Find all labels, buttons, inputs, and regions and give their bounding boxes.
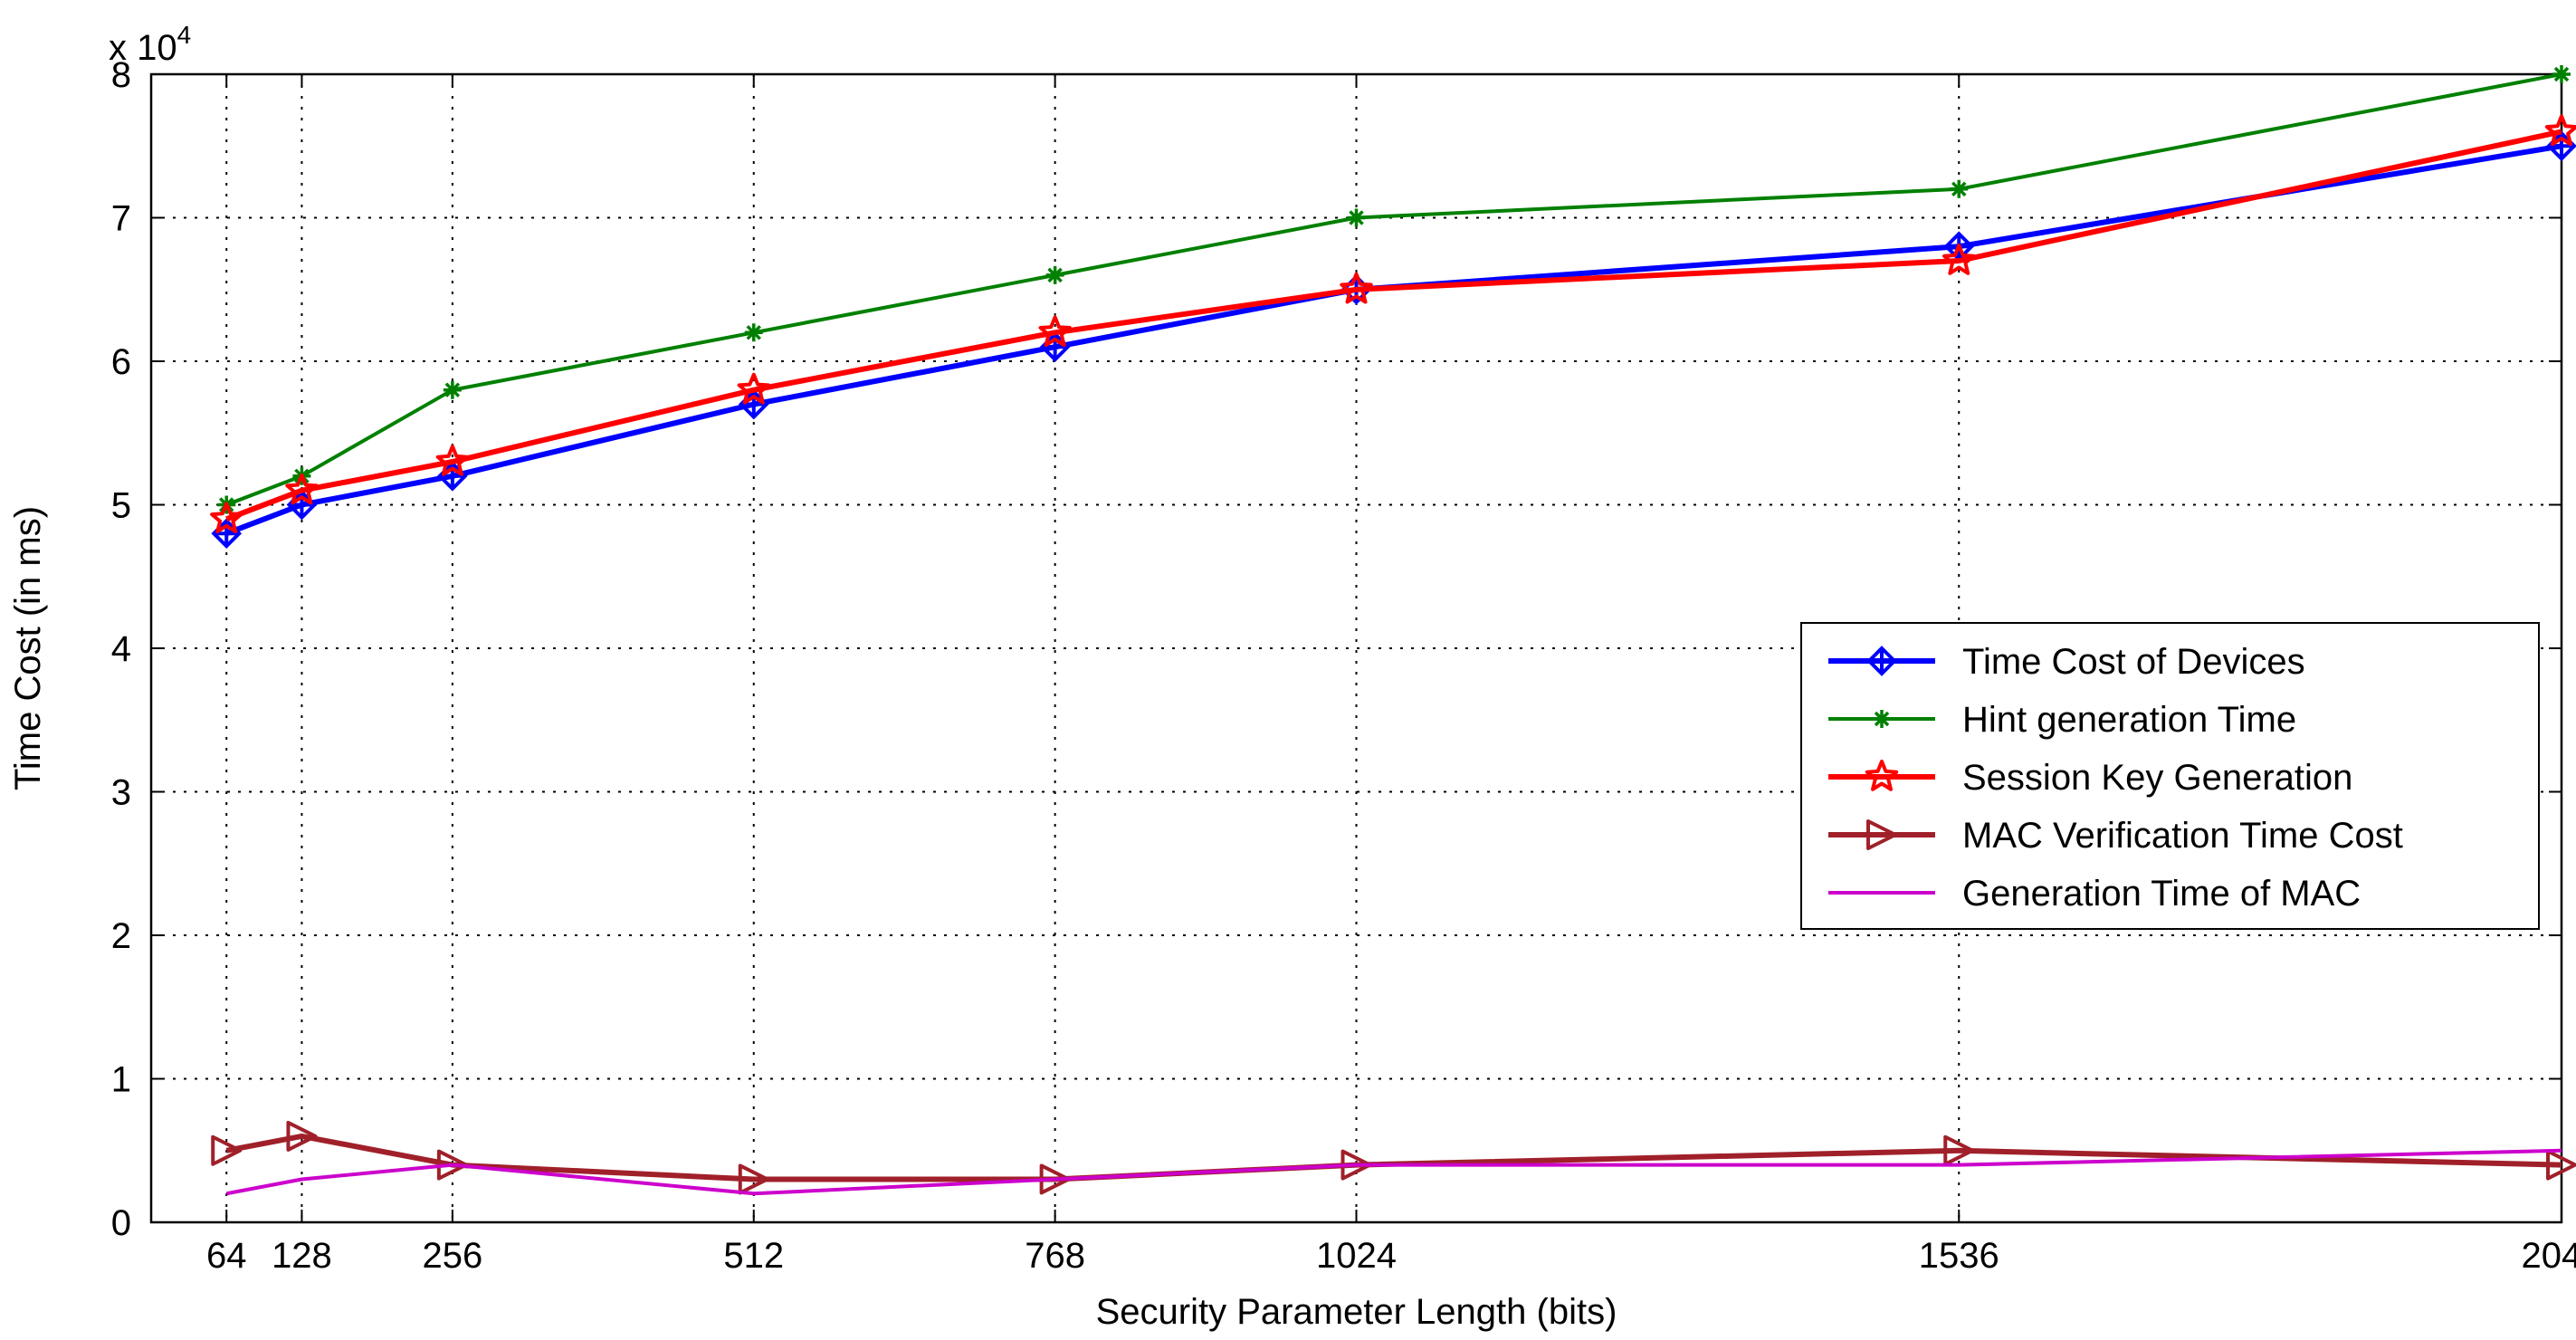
data-point [1866, 819, 1897, 850]
data-point [1873, 710, 1891, 728]
data-point [1347, 208, 1366, 227]
y-axis-multiplier: x 104 [109, 21, 191, 68]
data-point [286, 1120, 318, 1152]
legend-entry: Generation Time of MAC [1828, 874, 2361, 914]
y-tick-label: 8 [111, 55, 131, 95]
data-point [738, 1163, 769, 1195]
data-point [1045, 265, 1064, 284]
data-point [1038, 315, 1072, 348]
y-axis-label: Time Cost (in ms) [8, 506, 48, 790]
y-tick-label: 5 [111, 486, 131, 526]
x-tick-label: 512 [723, 1236, 784, 1276]
legend-label: MAC Verification Time Cost [1962, 816, 2403, 856]
x-tick-label: 1024 [1316, 1236, 1397, 1276]
x-tick-label: 768 [1025, 1236, 1085, 1276]
legend-entry: Time Cost of Devices [1828, 642, 2305, 682]
series-group [210, 65, 2576, 1196]
data-point [1943, 1134, 1975, 1166]
x-tick-label: 128 [272, 1236, 332, 1276]
legend-entry: Hint generation Time [1828, 700, 2296, 740]
legend: Time Cost of Devices Hint generation Time… [1800, 622, 2540, 930]
legend-entry: MAC Verification Time Cost [1828, 816, 2403, 856]
data-point [1950, 179, 1969, 198]
data-point [1340, 272, 1373, 304]
data-point [2546, 1149, 2576, 1181]
y-tick-label: 0 [111, 1203, 131, 1243]
series-line [225, 72, 2562, 507]
data-point [744, 323, 763, 342]
data-point [211, 1134, 243, 1166]
x-axis-label: Security Parameter Length (bits) [1096, 1292, 1617, 1332]
y-tick-label: 2 [111, 916, 131, 956]
y-tick-label: 3 [111, 773, 131, 813]
data-point [2544, 114, 2576, 147]
data-point [1942, 244, 1976, 275]
series-line [225, 1148, 2562, 1196]
data-point [210, 502, 243, 534]
x-tick-label: 64 [206, 1236, 247, 1276]
data-point [443, 380, 462, 399]
legend-label: Generation Time of MAC [1962, 874, 2361, 914]
x-tick-label: 2048 [2522, 1236, 2576, 1276]
data-point [2552, 65, 2571, 83]
legend-label: Session Key Generation [1962, 758, 2352, 798]
series-line [225, 143, 2562, 537]
y-tick-label: 1 [111, 1060, 131, 1100]
data-point [1866, 646, 1897, 676]
legend-entry: Session Key Generation [1828, 758, 2352, 798]
series-5 [225, 1148, 2562, 1196]
series-line [225, 129, 2562, 522]
axis-ticks: 64 128 256 512 768 1024 1536 2048 0 1 2 3 4 5 6 7 8 [111, 55, 2576, 1276]
data-point [737, 372, 770, 405]
legend-label: Time Cost of Devices [1962, 642, 2305, 682]
series-line [225, 1133, 2562, 1182]
data-point [1865, 760, 1899, 791]
series-3 [210, 114, 2576, 534]
data-point [285, 473, 319, 505]
x-tick-label: 1536 [1919, 1236, 1999, 1276]
legend-label: Hint generation Time [1962, 700, 2296, 740]
x-tick-label: 256 [423, 1236, 483, 1276]
y-tick-label: 7 [111, 199, 131, 239]
y-tick-label: 6 [111, 342, 131, 382]
data-point [435, 445, 469, 476]
y-tick-label: 4 [111, 629, 131, 669]
